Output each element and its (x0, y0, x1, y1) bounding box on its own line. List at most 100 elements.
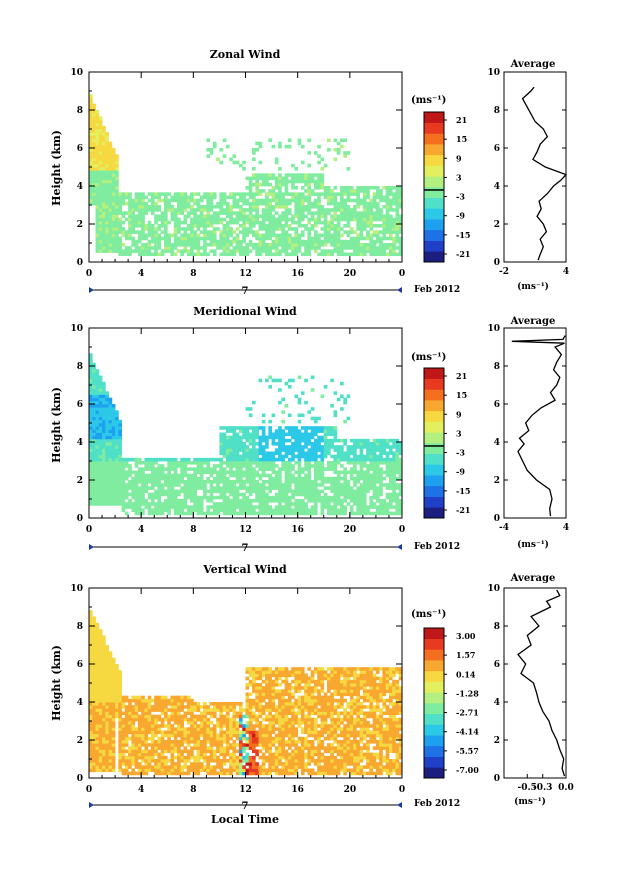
heatmap-cell (199, 473, 204, 478)
heatmap-cell (225, 508, 230, 513)
heatmap-cell (248, 492, 253, 497)
heatmap-cell (144, 708, 149, 712)
heatmap-cell (92, 705, 96, 709)
heatmap-cell (258, 160, 263, 165)
heatmap-cell (102, 388, 106, 392)
heatmap-cell (141, 502, 145, 506)
heatmap-cell (261, 189, 266, 193)
heatmap-cell (323, 186, 328, 190)
heatmap-cell (108, 702, 113, 706)
heatmap-cell (278, 438, 282, 443)
heatmap-cell (163, 702, 168, 706)
heatmap-cell (242, 457, 246, 462)
heatmap-cell (108, 651, 113, 655)
heatmap-cell (349, 189, 354, 193)
heatmap-cell (137, 765, 142, 769)
heatmap-cell (137, 201, 142, 206)
heatmap-cell (95, 486, 100, 490)
heatmap-cell (92, 476, 96, 481)
heatmap-cell (173, 762, 178, 766)
heatmap-cell (300, 217, 305, 222)
heatmap-cell (111, 189, 116, 193)
heatmap-cell (359, 246, 364, 250)
heatmap-cell (92, 394, 96, 399)
heatmap-cell (105, 144, 109, 149)
heatmap-cell (238, 457, 243, 462)
heatmap-cell (274, 511, 279, 516)
heatmap-cell (170, 730, 175, 735)
heatmap-cell (163, 198, 168, 203)
heatmap-cell (95, 192, 100, 196)
heatmap-cell (163, 224, 168, 228)
heatmap-cell (95, 702, 100, 706)
heatmap-cell (238, 473, 243, 478)
heatmap-cell (268, 173, 272, 177)
heatmap-cell (268, 214, 272, 219)
heatmap-cell (134, 230, 139, 234)
heatmap-cell (89, 762, 93, 766)
heatmap-cell (144, 486, 149, 490)
heatmap-cell (278, 442, 282, 446)
heatmap-cell (212, 476, 217, 481)
heatmap-cell (206, 192, 211, 196)
heatmap-cell (157, 771, 162, 776)
heatmap-cell (284, 176, 289, 181)
heatmap-cell (252, 151, 256, 155)
heatmap-cell (111, 708, 116, 712)
heatmap-cell (323, 502, 328, 506)
heatmap-cell (115, 714, 119, 719)
heatmap-cell (398, 195, 403, 200)
heatmap-cell (111, 673, 116, 678)
heatmap-cell (134, 502, 139, 506)
heatmap-cell (336, 233, 341, 238)
heatmap-cell (102, 211, 106, 215)
heatmap-cell (196, 476, 201, 481)
heatmap-cell (340, 186, 344, 190)
heatmap-cell (157, 470, 162, 475)
heatmap-cell (388, 230, 393, 234)
heatmap-cell (346, 217, 351, 222)
heatmap-cell (177, 740, 181, 744)
heatmap-cell (212, 249, 217, 253)
heatmap-cell (105, 746, 109, 750)
heatmap-cell (349, 451, 354, 456)
heatmap-cell (255, 176, 259, 181)
heatmap-cell (92, 679, 96, 684)
heatmap-cell (379, 208, 383, 212)
heatmap-cell (307, 151, 312, 155)
heatmap-cell (173, 495, 178, 500)
heatmap-cell (111, 670, 116, 674)
heatmap-cell (333, 505, 338, 509)
heatmap-cell (92, 445, 96, 449)
heatmap-cell (349, 192, 354, 196)
heatmap-cell (366, 505, 370, 509)
heatmap-cell (134, 771, 139, 776)
heatmap-cell (186, 495, 191, 500)
heatmap-cell (278, 192, 282, 196)
heatmap-cell (89, 154, 93, 158)
heatmap-cell (336, 480, 341, 484)
heatmap-cell (203, 252, 207, 257)
heatmap-cell (160, 230, 165, 234)
heatmap-cell (98, 483, 103, 487)
heatmap-cell (346, 445, 351, 449)
heatmap-cell (222, 198, 227, 203)
heatmap-cell (281, 249, 286, 253)
heatmap-cell (137, 743, 142, 747)
heatmap-cell (89, 714, 93, 719)
heatmap-cell (183, 246, 188, 250)
heatmap-cell (297, 489, 302, 494)
heatmap-cell (304, 208, 308, 212)
heatmap-cell (105, 132, 109, 136)
heatmap-cell (95, 730, 100, 735)
heatmap-cell (271, 246, 276, 250)
heatmap-cell (102, 201, 106, 206)
heatmap-cell (248, 464, 253, 468)
heatmap-cell (274, 492, 279, 497)
heatmap-cell (323, 220, 328, 225)
heatmap-cell (356, 189, 361, 193)
heatmap-cell (242, 495, 246, 500)
heatmap-cell (105, 220, 109, 225)
heatmap-cell (284, 502, 289, 506)
heatmap-cell (92, 765, 96, 769)
